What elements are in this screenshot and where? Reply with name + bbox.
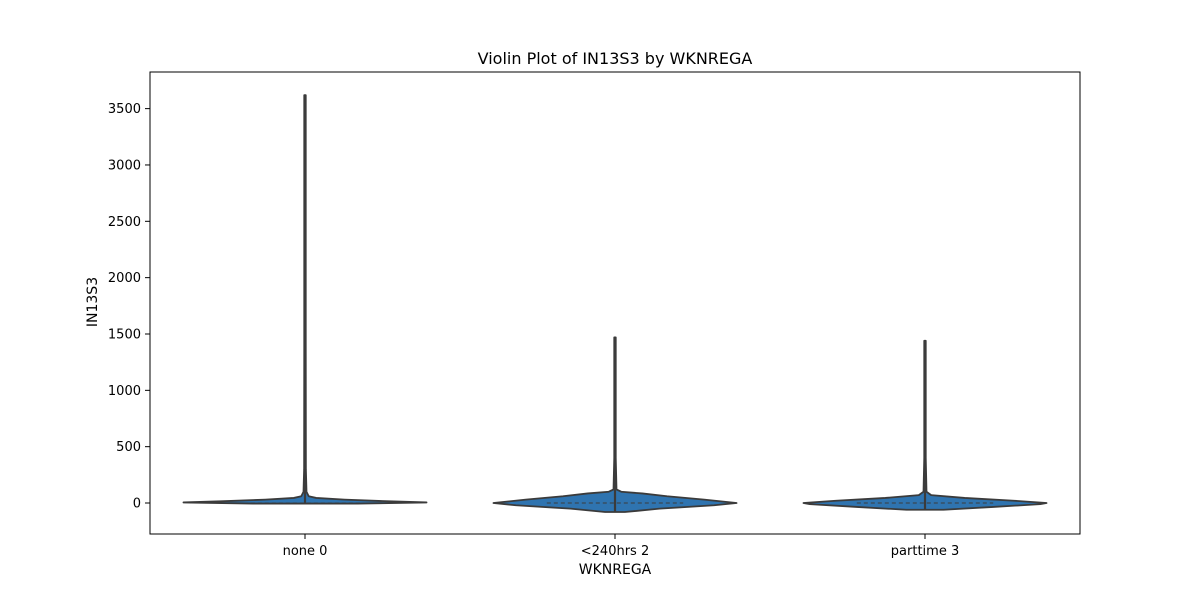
y-tick-label: 0 — [133, 497, 141, 512]
y-tick-label: 500 — [116, 440, 141, 455]
x-axis-ticks: none 0 <240hrs 2 parttime 3 — [283, 534, 959, 559]
y-tick-label: 3500 — [108, 102, 141, 117]
y-tick-label: 1000 — [108, 384, 141, 399]
x-tick-label: none 0 — [283, 544, 328, 559]
y-tick-label: 2000 — [108, 271, 141, 286]
x-tick-label: <240hrs 2 — [581, 544, 649, 559]
violins-layer — [182, 94, 1048, 513]
violin-group — [182, 94, 428, 505]
chart-title: Violin Plot of IN13S3 by WKNREGA — [478, 49, 753, 68]
y-tick-label: 1500 — [108, 327, 141, 342]
y-axis-label: IN13S3 — [85, 277, 101, 327]
x-axis-label: WKNREGA — [579, 562, 652, 578]
y-axis-ticks: 0 500 1000 1500 2000 2500 3000 3500 — [108, 102, 150, 512]
violin-group — [802, 339, 1048, 511]
x-tick-label: parttime 3 — [891, 544, 959, 559]
violin-group — [492, 336, 738, 513]
y-tick-label: 2500 — [108, 215, 141, 230]
y-tick-label: 3000 — [108, 158, 141, 173]
